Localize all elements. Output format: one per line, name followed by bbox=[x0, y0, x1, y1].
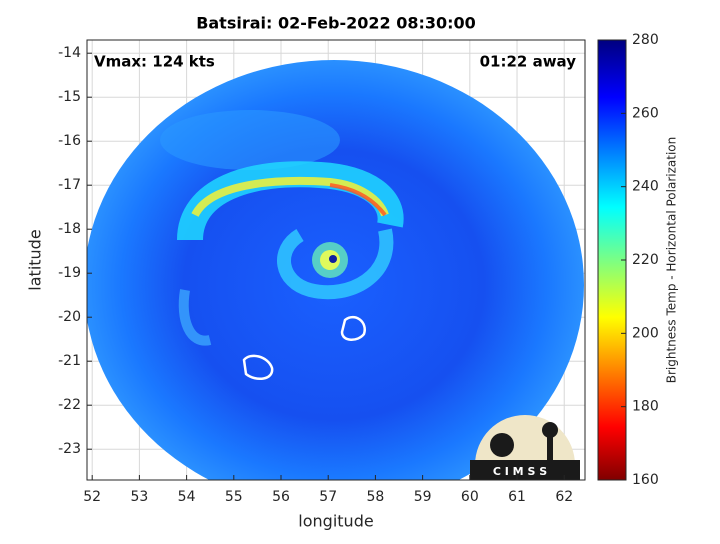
y-tick-label: -18 bbox=[58, 221, 81, 237]
colorbar-tick-label: 260 bbox=[632, 105, 659, 121]
spiral-core bbox=[191, 176, 389, 218]
band bbox=[160, 110, 340, 170]
y-tick-label: -19 bbox=[58, 265, 81, 281]
x-tick-label: 58 bbox=[367, 489, 385, 505]
outer-band bbox=[178, 289, 212, 346]
y-tick-label: -15 bbox=[58, 89, 81, 105]
x-tick-label: 61 bbox=[508, 489, 526, 505]
logo-tower bbox=[547, 435, 553, 463]
colorbar-tick-label: 200 bbox=[632, 325, 659, 341]
inner-band bbox=[277, 228, 394, 300]
x-tick-label: 59 bbox=[414, 489, 432, 505]
annotation: Vmax: 124 kts bbox=[94, 53, 215, 71]
x-tick-label: 60 bbox=[461, 489, 479, 505]
y-tick-label: -21 bbox=[58, 353, 81, 369]
x-tick-label: 53 bbox=[130, 489, 148, 505]
logo-tower bbox=[542, 422, 558, 438]
colorbar-tick-label: 160 bbox=[632, 472, 659, 488]
x-tick-label: 56 bbox=[272, 489, 290, 505]
plot-frame bbox=[86, 39, 586, 481]
y-tick-label: -22 bbox=[58, 397, 81, 413]
colorbar-tick-label: 240 bbox=[632, 179, 659, 195]
y-axis-label: latitude bbox=[26, 229, 45, 290]
y-tick-label: -17 bbox=[58, 177, 81, 193]
contour bbox=[242, 354, 274, 381]
colorbar-tick-label: 280 bbox=[632, 32, 659, 48]
logo-base bbox=[470, 460, 580, 480]
colorbar-label: Brightness Temp - Horizontal Polarizatio… bbox=[665, 137, 679, 384]
logo-dish bbox=[490, 433, 514, 457]
y-tick-label: -23 bbox=[58, 441, 81, 457]
logo-text: C I M S S bbox=[493, 465, 547, 478]
x-tick-label: 55 bbox=[225, 489, 243, 505]
chart-title: Batsirai: 02-Feb-2022 08:30:00 bbox=[196, 14, 476, 33]
y-tick-label: -20 bbox=[58, 309, 81, 325]
x-tick-label: 52 bbox=[83, 489, 101, 505]
x-tick-label: 57 bbox=[319, 489, 337, 505]
spiral-red bbox=[329, 183, 387, 217]
x-tick-label: 54 bbox=[178, 489, 196, 505]
x-axis-label: longitude bbox=[298, 512, 373, 531]
contour bbox=[340, 315, 366, 341]
x-tick-label: 62 bbox=[555, 489, 573, 505]
colorbar-tick-label: 220 bbox=[632, 252, 659, 268]
eye bbox=[329, 255, 337, 263]
y-tick-label: -16 bbox=[58, 133, 81, 149]
colorbar-tick-label: 180 bbox=[632, 399, 659, 415]
satellite-image bbox=[87, 60, 584, 480]
annotation: 01:22 away bbox=[480, 53, 577, 71]
y-tick-label: -14 bbox=[58, 45, 81, 61]
